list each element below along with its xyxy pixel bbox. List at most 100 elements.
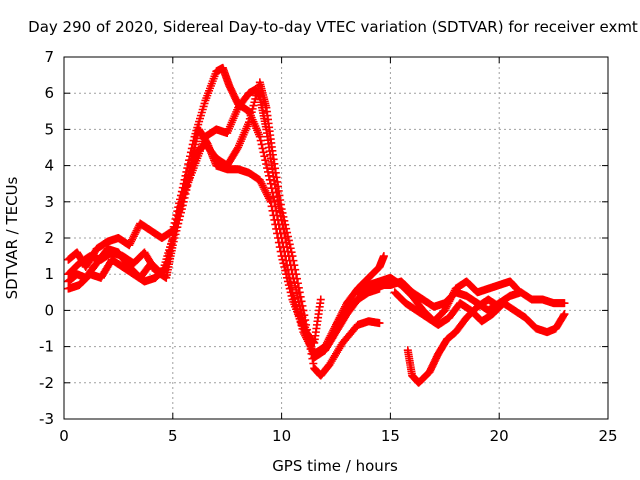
data-point	[293, 279, 302, 288]
data-point	[178, 193, 187, 202]
data-point	[274, 238, 283, 247]
data-point	[446, 295, 455, 304]
data-point	[185, 166, 194, 175]
data-point	[259, 148, 268, 157]
data-point	[263, 190, 272, 199]
data-point	[292, 270, 301, 279]
chart-title: Day 290 of 2020, Sidereal Day-to-day VTE…	[28, 18, 638, 36]
y-tick-label: 4	[44, 157, 54, 175]
data-point	[184, 170, 193, 179]
data-point	[291, 265, 300, 274]
data-point	[283, 228, 292, 237]
data-point	[309, 359, 318, 368]
data-point	[285, 240, 294, 249]
data-point	[307, 349, 316, 358]
data-point	[162, 262, 171, 271]
data-point	[172, 219, 181, 228]
data-point	[166, 243, 175, 252]
x-tick-label: 25	[598, 427, 617, 445]
data-point	[167, 239, 176, 248]
data-point	[277, 205, 286, 214]
data-point	[171, 223, 180, 232]
data-point	[255, 132, 264, 141]
data-point	[449, 288, 458, 297]
data-point	[133, 224, 142, 233]
data-point	[278, 208, 287, 217]
series-track-8	[403, 295, 504, 387]
data-point	[281, 220, 290, 229]
data-point	[300, 311, 309, 320]
data-point	[379, 252, 388, 261]
data-point	[170, 227, 179, 236]
data-point	[283, 273, 292, 282]
data-point	[180, 184, 189, 193]
data-point	[297, 297, 306, 306]
data-point	[130, 230, 139, 239]
data-point	[444, 299, 453, 308]
data-points	[64, 63, 569, 387]
data-point	[257, 140, 266, 149]
data-point	[272, 224, 281, 233]
data-point	[256, 177, 265, 186]
data-point	[287, 291, 296, 300]
data-point	[296, 292, 305, 301]
data-point	[265, 195, 274, 204]
y-tick-label: 3	[44, 193, 54, 211]
data-point	[287, 248, 296, 257]
data-point	[271, 220, 280, 229]
data-point	[262, 160, 271, 169]
data-point	[442, 302, 451, 311]
data-point	[177, 197, 186, 206]
data-point	[293, 274, 302, 283]
data-point	[174, 211, 183, 220]
series-track-4	[64, 125, 325, 347]
data-point	[256, 136, 265, 145]
data-point	[280, 216, 289, 225]
y-tick-label: 5	[44, 120, 54, 138]
data-point	[129, 232, 138, 241]
data-point	[275, 243, 284, 252]
data-point	[286, 244, 295, 253]
data-point	[173, 215, 182, 224]
data-point	[279, 212, 288, 221]
data-point	[448, 290, 457, 299]
data-point	[126, 239, 135, 248]
data-point	[316, 295, 325, 304]
data-point	[306, 345, 315, 354]
data-point	[168, 235, 177, 244]
data-point	[448, 291, 457, 300]
y-tick-label: 6	[44, 84, 54, 102]
data-point	[176, 202, 185, 211]
y-tick-label: 2	[44, 229, 54, 247]
data-point	[161, 263, 170, 272]
data-point	[258, 144, 267, 153]
data-point	[283, 277, 292, 286]
data-point	[301, 316, 310, 325]
data-point	[128, 235, 136, 244]
data-point	[294, 283, 303, 292]
x-tick-label: 10	[272, 427, 291, 445]
series-track-7	[390, 288, 569, 337]
data-point	[281, 266, 290, 275]
data-point	[269, 211, 278, 220]
data-point	[308, 354, 317, 363]
data-point	[233, 145, 242, 154]
data-point	[260, 185, 269, 194]
x-tick-label: 20	[490, 427, 509, 445]
data-point	[443, 300, 452, 309]
data-point	[165, 247, 174, 256]
data-point	[299, 306, 308, 315]
data-point	[258, 181, 267, 190]
data-point	[284, 236, 293, 245]
data-point	[285, 284, 294, 293]
y-tick-label: 7	[44, 48, 54, 66]
data-point	[280, 262, 289, 271]
data-point	[128, 234, 137, 242]
data-point	[512, 284, 521, 293]
data-point	[131, 228, 140, 237]
y-tick-label: 1	[44, 265, 54, 283]
data-point	[279, 259, 288, 268]
data-point	[264, 167, 272, 176]
series-track-3	[64, 78, 384, 380]
